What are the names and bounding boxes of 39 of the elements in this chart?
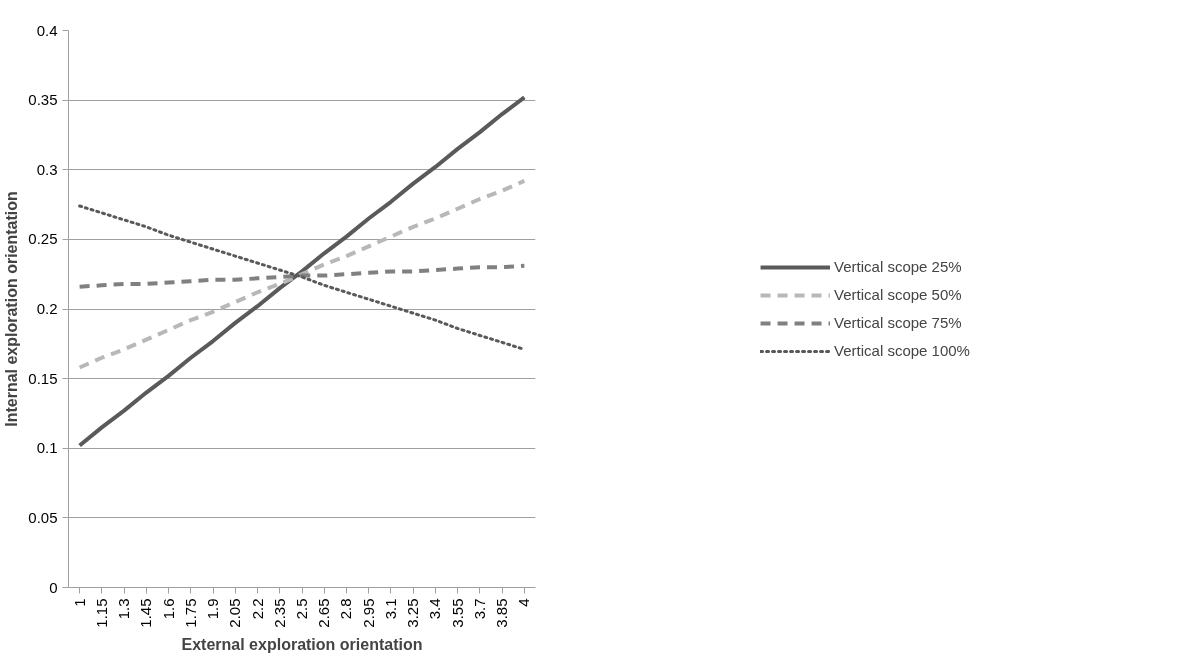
x-axis-title: External exploration orientation — [181, 635, 423, 653]
y-tick-label: 0.1 — [36, 439, 58, 457]
y-tick-label: 0.05 — [28, 508, 58, 526]
y-tick-label: 0.25 — [28, 230, 58, 248]
y-tick-label: 0.15 — [28, 369, 58, 387]
x-tick-label: 1.45 — [137, 598, 155, 628]
x-tick-label: 3.55 — [448, 598, 466, 628]
legend-label: Vertical scope 50% — [834, 286, 962, 303]
x-tick-label: 2.2 — [248, 598, 266, 620]
legend-label: Vertical scope 75% — [834, 314, 962, 331]
x-tick-label: 1.9 — [204, 598, 222, 620]
x-tick-label: 1 — [70, 598, 88, 607]
line-series — [77, 178, 527, 370]
x-tick-label: 1.3 — [115, 598, 133, 620]
x-tick-label: 3.85 — [493, 598, 511, 628]
x-tick-label: 2.5 — [293, 598, 310, 620]
line-series — [77, 95, 527, 448]
x-tick-label: 2.95 — [359, 598, 377, 628]
x-tick-label: 1.75 — [181, 598, 199, 628]
x-tick-label: 3.4 — [426, 598, 444, 620]
y-tick-label: 0.3 — [36, 160, 58, 178]
y-tick-label: 0.35 — [28, 91, 58, 109]
y-tick-label: 0.2 — [36, 300, 58, 317]
line-series — [77, 263, 527, 289]
legend-label: Vertical scope 25% — [834, 258, 962, 275]
x-tick-label: 2.35 — [270, 598, 288, 628]
y-tick-label: 0.4 — [36, 21, 58, 39]
x-tick-label: 2.65 — [315, 598, 333, 628]
x-tick-label: 3.7 — [470, 598, 488, 620]
x-tick-label: 2.8 — [337, 598, 355, 620]
x-tick-label: 4 — [515, 598, 533, 607]
x-tick-label: 2.05 — [226, 598, 244, 628]
x-tick-label: 3.1 — [381, 598, 399, 620]
y-tick-label: 0 — [49, 578, 58, 596]
x-tick-label: 1.6 — [159, 598, 177, 620]
x-tick-label: 3.25 — [404, 598, 422, 628]
x-tick-label: 1.15 — [92, 598, 110, 628]
y-axis-title: Internal exploration orientation — [3, 191, 21, 427]
legend-label: Vertical scope 100% — [834, 342, 970, 359]
